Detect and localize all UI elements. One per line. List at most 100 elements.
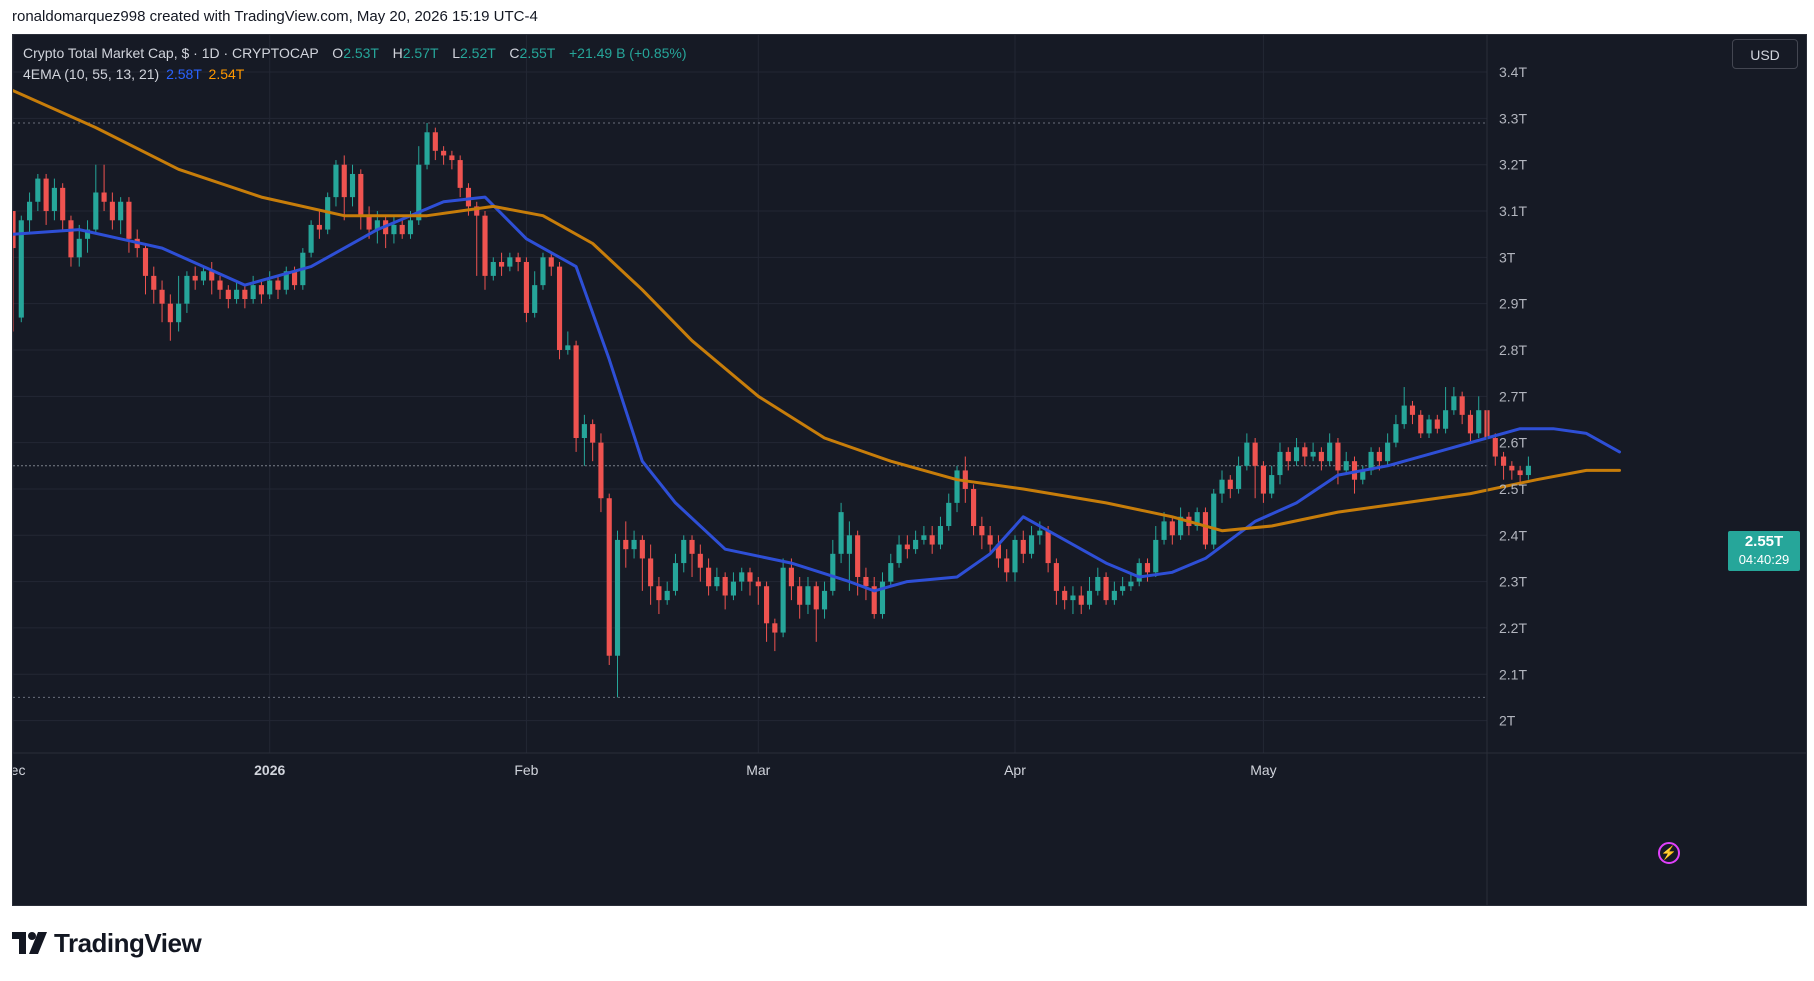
- candle-body: [937, 526, 944, 545]
- candle-body: [1368, 451, 1374, 471]
- candle-body: [1285, 451, 1291, 462]
- candle-body: [26, 201, 33, 221]
- candle-body: [432, 132, 438, 151]
- candle-body: [954, 470, 960, 503]
- last-price-value: 2.55T: [1744, 533, 1784, 550]
- candle-body: [722, 576, 728, 596]
- change-value: +21.49 B (+0.85%): [568, 45, 687, 61]
- candle-body: [457, 160, 463, 188]
- candle-body: [126, 201, 132, 239]
- candle-body: [614, 539, 621, 656]
- candle-body: [540, 257, 546, 286]
- candle-body: [60, 187, 66, 221]
- candle-body: [656, 586, 662, 601]
- close-label: C: [509, 45, 520, 61]
- last-price-tag: 2.55T 04:40:29: [1728, 531, 1800, 571]
- candle-body: [1426, 419, 1432, 434]
- candle-body: [1020, 539, 1026, 554]
- candle-body: [606, 498, 612, 656]
- candle-body: [623, 539, 629, 550]
- tradingview-logo[interactable]: TradingView: [12, 927, 202, 959]
- candle-body: [1467, 414, 1474, 434]
- candle-body: [76, 238, 82, 258]
- candle-body: [407, 220, 414, 235]
- chart-panel[interactable]: 3.4T 3.3T 3.2T 3.1T 3T 2.9T 2.8T 2.7T 2.6T 2.5T 2.…: [12, 34, 1807, 906]
- candle-body: [1517, 470, 1523, 476]
- tv-mark-icon: [12, 932, 47, 954]
- candle-body: [341, 164, 347, 198]
- open-label: O: [332, 45, 344, 61]
- candle-body: [482, 215, 488, 276]
- candle-body: [1260, 465, 1266, 494]
- y-tick-label: 2.9T: [1499, 296, 1527, 312]
- candle-body: [1012, 539, 1018, 573]
- candle-body: [672, 563, 679, 591]
- lightning-icon[interactable]: ⚡: [1658, 842, 1680, 864]
- x-tick-label: Apr: [1004, 762, 1026, 778]
- indicator-label[interactable]: 4EMA (10, 55, 13, 21): [23, 66, 160, 82]
- candle-body: [565, 345, 571, 350]
- candle-body: [556, 266, 563, 350]
- candle-body: [1351, 461, 1358, 480]
- ema-slow-line: [13, 89, 1621, 533]
- candle-body: [217, 280, 223, 290]
- y-tick-label: 3T: [1499, 249, 1516, 265]
- candle-body: [1236, 465, 1242, 489]
- candle-body: [1004, 558, 1010, 573]
- x-tick-label: May: [1250, 762, 1276, 778]
- candle-body: [507, 257, 513, 267]
- candle-body: [1144, 563, 1151, 573]
- symbol-label[interactable]: Crypto Total Market Cap, $ · 1D · CRYPTO…: [23, 45, 319, 61]
- candle-body: [1310, 451, 1316, 457]
- candle-body: [258, 285, 264, 295]
- candle-body: [151, 275, 157, 290]
- ema-slow-value: 2.54T: [208, 66, 245, 82]
- candle-body: [1153, 539, 1159, 573]
- candle-body: [13, 211, 16, 249]
- candle-body: [358, 173, 364, 216]
- candle-body: [1178, 516, 1184, 536]
- candle-body: [275, 280, 281, 290]
- candle-body: [1095, 576, 1101, 591]
- candle-body: [797, 586, 803, 605]
- candle-body: [1459, 396, 1465, 415]
- y-tick-label: 3.1T: [1499, 203, 1527, 219]
- candle-body: [424, 132, 430, 165]
- candle-body: [987, 535, 993, 545]
- candle-body: [1194, 512, 1200, 527]
- candle-body: [291, 271, 298, 286]
- candle-body: [1136, 563, 1142, 582]
- candle-body: [681, 539, 687, 564]
- candle-body: [1120, 586, 1126, 591]
- candle-body: [184, 275, 190, 304]
- y-tick-label: 3.4T: [1499, 64, 1527, 80]
- candle-body: [1434, 419, 1440, 429]
- candle-body: [1211, 493, 1217, 545]
- candle-body: [639, 539, 645, 559]
- candle-body: [192, 275, 198, 281]
- x-tick-label: Dec: [13, 762, 25, 778]
- credit-line: ronaldomarquez998 created with TradingVi…: [12, 8, 538, 25]
- currency-button[interactable]: USD: [1732, 39, 1798, 69]
- candle-body: [68, 220, 74, 258]
- candle-body: [308, 224, 314, 253]
- y-tick-label: 2.4T: [1499, 527, 1527, 543]
- candle-body: [888, 563, 894, 582]
- candle-body: [971, 488, 977, 527]
- candle-body: [1500, 456, 1507, 466]
- candle-body: [43, 178, 49, 212]
- candle-body: [1509, 465, 1515, 471]
- candle-body: [250, 285, 256, 300]
- candle-body: [1037, 530, 1043, 536]
- candle-body: [93, 192, 99, 230]
- candle-body: [1252, 442, 1258, 466]
- candle-body: [532, 285, 538, 313]
- candle-body: [515, 257, 521, 262]
- candlestick-chart[interactable]: 3.4T 3.3T 3.2T 3.1T 3T 2.9T 2.8T 2.7T 2.6T 2.5T 2.…: [13, 35, 1807, 906]
- candle-body: [242, 289, 248, 300]
- bar-countdown: 04:40:29: [1738, 552, 1790, 567]
- candle-body: [333, 164, 339, 198]
- candle-body: [664, 590, 670, 601]
- candle-body: [499, 261, 505, 267]
- candle-body: [159, 289, 165, 304]
